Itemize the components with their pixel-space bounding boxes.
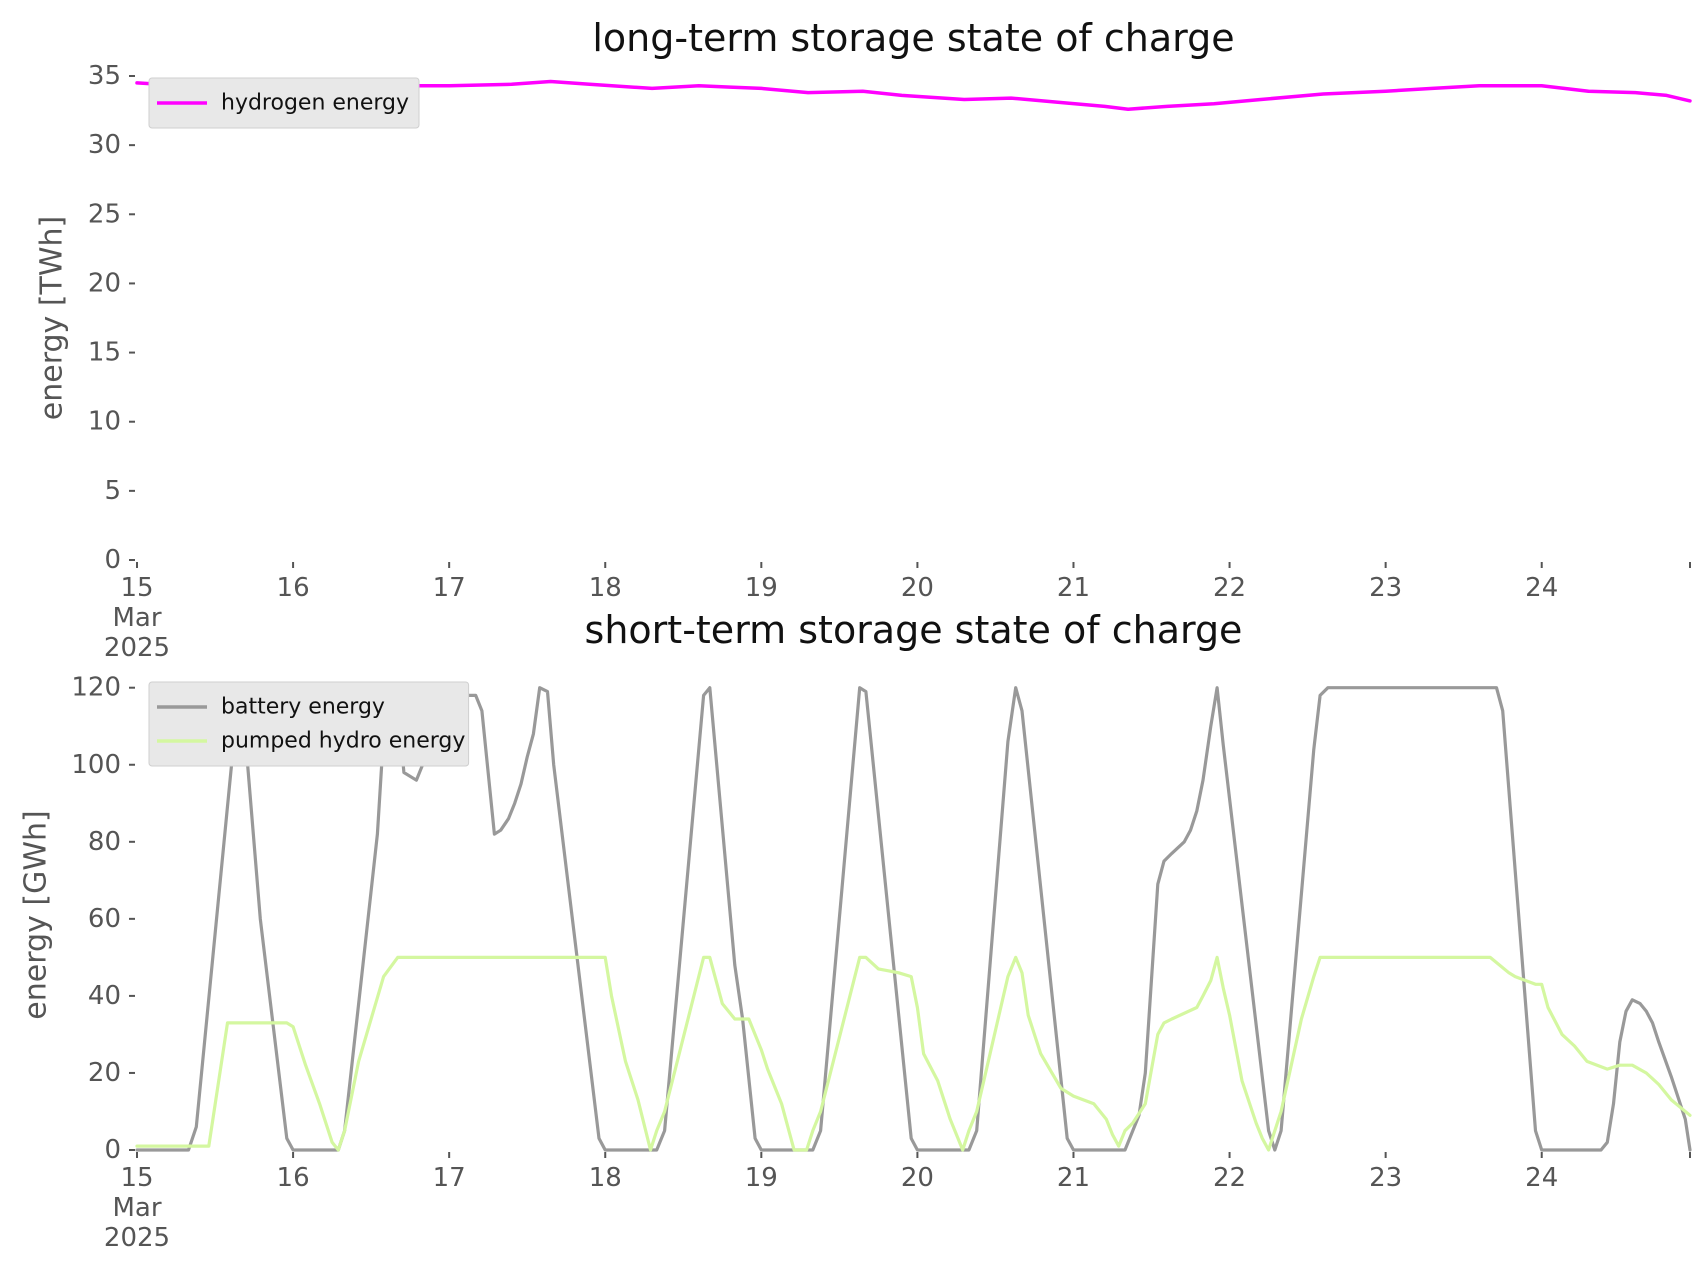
short-term-legend-box bbox=[148, 681, 470, 767]
long-term-legend-label-0: hydrogen energy bbox=[221, 91, 409, 116]
short-term-y-tick-label: 100 bbox=[71, 750, 121, 780]
short-term-series-line-0 bbox=[135, 686, 1692, 1152]
long-term-x-tick-label: 21 bbox=[1057, 573, 1090, 603]
short-term-y-tick-label: 60 bbox=[88, 904, 121, 934]
long-term-x-tick-year: 2025 bbox=[104, 633, 170, 663]
short-term-x-tick-label: 18 bbox=[589, 1163, 622, 1193]
short-term-legend-label-0: battery energy bbox=[221, 695, 385, 720]
short-term-x-tick-label: 20 bbox=[901, 1163, 934, 1193]
long-term-y-tick-label: 10 bbox=[88, 407, 121, 437]
short-term-x-tick-label: 24 bbox=[1525, 1163, 1558, 1193]
short-term-legend: battery energy pumped hydro energy bbox=[148, 681, 470, 767]
long-term-x-tick-label: 15 bbox=[120, 573, 153, 603]
short-term-x-tick-label: 23 bbox=[1369, 1163, 1402, 1193]
long-term-x-tick-month: Mar bbox=[112, 603, 161, 633]
long-term-y-tick-label: 20 bbox=[88, 268, 121, 298]
long-term-y-tick-label: 25 bbox=[88, 199, 121, 229]
long-term-x-tick-label: 17 bbox=[433, 573, 466, 603]
short-term-series-lines bbox=[135, 686, 1692, 1152]
long-term-x-tick-label: 16 bbox=[277, 573, 310, 603]
long-term-legend: hydrogen energy bbox=[148, 77, 420, 129]
long-term-x-tick-label: 20 bbox=[901, 573, 934, 603]
long-term-chart-title: long-term storage state of charge bbox=[592, 16, 1234, 60]
long-term-series-lines bbox=[135, 79, 1692, 111]
long-term-y-tick-label: 15 bbox=[88, 338, 121, 368]
short-term-x-tick-label: 22 bbox=[1213, 1163, 1246, 1193]
long-term-y-axis: 0 5 10 15 20 25 30 35 bbox=[88, 61, 135, 575]
short-term-x-tick-label: 19 bbox=[745, 1163, 778, 1193]
short-term-y-tick-label: 120 bbox=[71, 673, 121, 703]
long-term-x-tick-label: 18 bbox=[589, 573, 622, 603]
long-term-series-line-0 bbox=[135, 79, 1692, 111]
short-term-chart-title: short-term storage state of charge bbox=[585, 608, 1243, 652]
short-term-y-tick-label: 0 bbox=[104, 1135, 121, 1165]
short-term-y-tick-label: 80 bbox=[88, 827, 121, 857]
short-term-y-tick-label: 40 bbox=[88, 981, 121, 1011]
short-term-y-axis: 0 20 40 60 80 100 120 bbox=[71, 673, 135, 1165]
long-term-y-axis-label: energy [TWh] bbox=[35, 216, 70, 420]
short-term-y-tick-label: 20 bbox=[88, 1058, 121, 1088]
short-term-series-line-1 bbox=[135, 955, 1692, 1152]
long-term-x-tick-label: 23 bbox=[1369, 573, 1402, 603]
short-term-chart: short-term storage state of charge energ… bbox=[19, 608, 1692, 1253]
long-term-x-tick-label: 19 bbox=[745, 573, 778, 603]
short-term-x-tick-year: 2025 bbox=[104, 1223, 170, 1253]
short-term-legend-label-1: pumped hydro energy bbox=[221, 729, 465, 754]
long-term-y-tick-label: 0 bbox=[104, 545, 121, 575]
short-term-x-tick-label: 15 bbox=[120, 1163, 153, 1193]
short-term-x-tick-label: 21 bbox=[1057, 1163, 1090, 1193]
short-term-y-axis-label: energy [GWh] bbox=[19, 810, 54, 1019]
long-term-y-tick-label: 35 bbox=[88, 61, 121, 91]
long-term-legend-box bbox=[148, 77, 420, 129]
short-term-x-tick-month: Mar bbox=[112, 1193, 161, 1223]
long-term-y-tick-label: 30 bbox=[88, 130, 121, 160]
long-term-x-tick-label: 24 bbox=[1525, 573, 1558, 603]
long-term-x-tick-label: 22 bbox=[1213, 573, 1246, 603]
long-term-y-tick-label: 5 bbox=[104, 476, 121, 506]
long-term-chart: long-term storage state of charge energy… bbox=[35, 16, 1692, 663]
short-term-x-tick-label: 17 bbox=[433, 1163, 466, 1193]
short-term-x-tick-label: 16 bbox=[277, 1163, 310, 1193]
